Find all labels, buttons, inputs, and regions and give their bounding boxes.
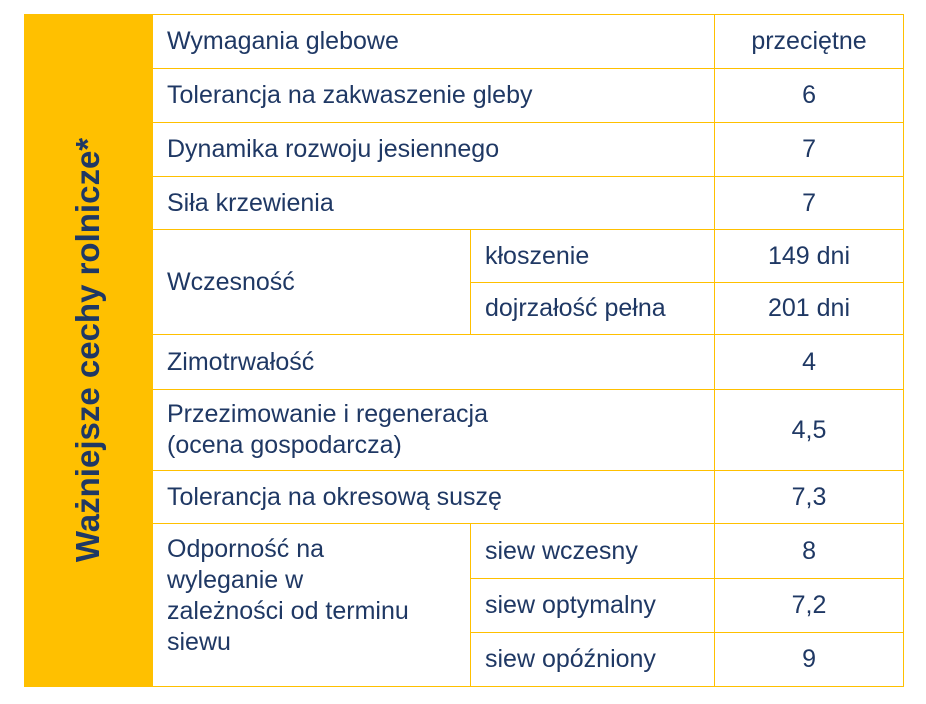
table-row: Przezimowanie i regeneracja (ocena gospo…: [151, 389, 905, 471]
trait-value: 4,5: [714, 389, 905, 471]
sub-trait-label: siew optymalny: [469, 578, 716, 633]
table-row: Dynamika rozwoju jesiennego 7: [151, 122, 905, 177]
trait-label-line: zależności od terminu: [167, 597, 409, 625]
table-row: Siła krzewienia 7: [151, 176, 905, 230]
trait-label: Tolerancja na okresową suszę: [151, 470, 716, 524]
traits-panel: Ważniejsze cechy rolnicze* Wymagania gle…: [24, 14, 905, 687]
trait-value: przeciętne: [714, 14, 905, 69]
trait-value: 149 dni: [714, 229, 905, 283]
trait-label: Zimotrwałość: [151, 334, 716, 390]
table-row: dojrzałość pełna 201 dni: [153, 282, 905, 335]
trait-value: 8: [714, 523, 905, 579]
trait-label: Dynamika rozwoju jesiennego: [151, 122, 716, 177]
traits-table: Wymagania glebowe przeciętne Tolerancja …: [151, 14, 905, 687]
sub-trait-label: siew opóźniony: [469, 632, 716, 687]
table-row: Tolerancja na okresową suszę 7,3: [151, 470, 905, 524]
trait-value: 4: [714, 334, 905, 390]
trait-label: Wymagania glebowe: [151, 14, 716, 69]
table-row: Wczesność kłoszenie 149 dni: [152, 229, 905, 335]
trait-value: 7,3: [714, 470, 905, 524]
trait-label: Siła krzewienia: [151, 176, 716, 230]
table-row: Odporność na wyleganie w zależności od t…: [152, 523, 905, 687]
trait-label: Tolerancja na zakwaszenie gleby: [151, 68, 716, 123]
side-banner: Ważniejsze cechy rolnicze*: [24, 14, 152, 687]
sub-trait-label: dojrzałość pełna: [469, 282, 716, 335]
table-row: siew opóźniony 9: [153, 632, 905, 687]
trait-value: 7: [714, 122, 905, 177]
trait-label-line: siewu: [167, 628, 231, 656]
side-label: Ważniejsze cechy rolnicze*: [69, 137, 106, 563]
trait-label: Wczesność: [152, 229, 471, 335]
trait-label-line: Odporność na: [167, 535, 325, 563]
sub-trait-label: siew wczesny: [469, 523, 716, 579]
trait-label-line: wyleganie w: [167, 566, 304, 594]
trait-value: 9: [714, 632, 905, 687]
trait-value: 201 dni: [714, 282, 905, 335]
trait-label: Przezimowanie i regeneracja (ocena gospo…: [151, 389, 716, 471]
table-row: Tolerancja na zakwaszenie gleby 6: [151, 68, 905, 123]
table-row: Zimotrwałość 4: [151, 334, 905, 390]
trait-value: 7,2: [714, 578, 905, 633]
table-row: Wymagania glebowe przeciętne: [151, 14, 905, 69]
trait-value: 7: [714, 176, 905, 230]
trait-value: 6: [714, 68, 905, 123]
trait-label-line: Przezimowanie i regeneracja: [167, 400, 488, 428]
sub-trait-label: kłoszenie: [469, 229, 716, 283]
trait-label-line: (ocena gospodarcza): [167, 431, 402, 459]
trait-label: Odporność na wyleganie w zależności od t…: [152, 523, 471, 687]
